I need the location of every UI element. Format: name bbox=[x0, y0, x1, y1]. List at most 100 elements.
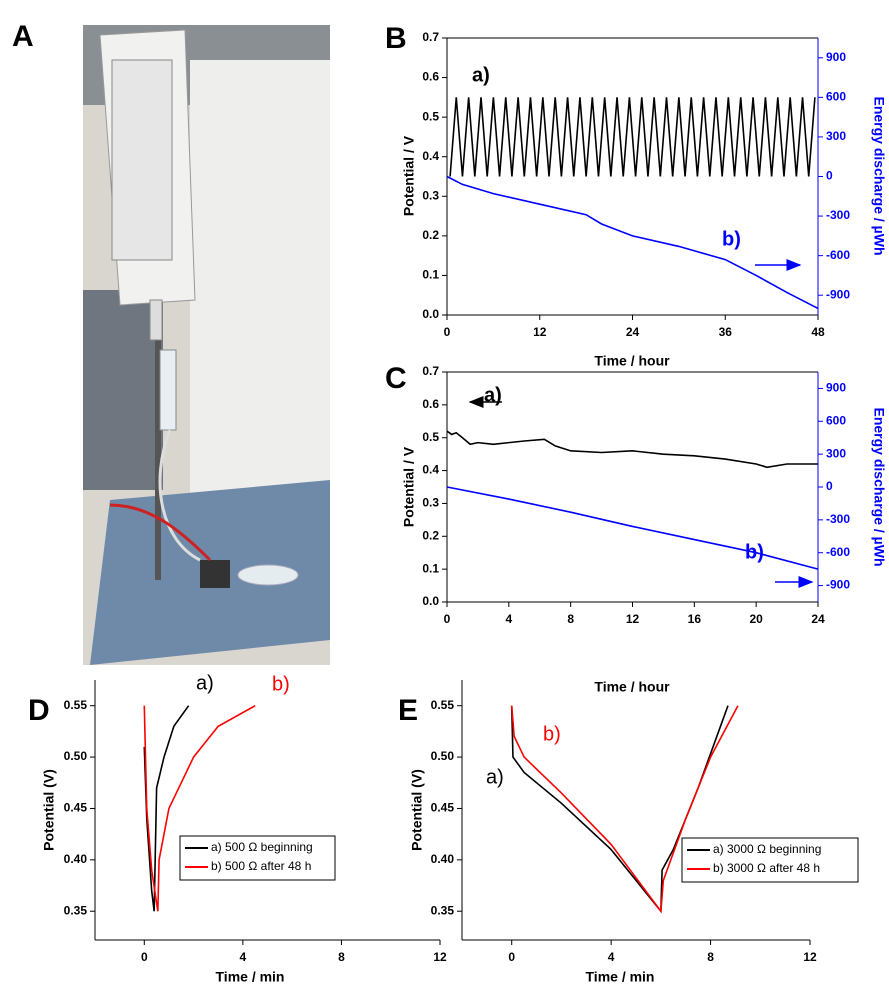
data-line bbox=[449, 97, 816, 177]
y-tick-label: 0.7 bbox=[422, 30, 439, 44]
x-tick-label: 4 bbox=[240, 950, 247, 964]
y-tick-label: 0.35 bbox=[64, 903, 88, 917]
series-label: b) bbox=[722, 228, 741, 250]
x-tick-label: 8 bbox=[567, 612, 574, 626]
y-axis-label: Potential / V bbox=[401, 446, 417, 527]
y-tick-label: 0.5 bbox=[422, 430, 439, 444]
chart-panel: D 0 4 8 12 0.35 0.40 0.45 0.50 0.55 Time / min Pote… bbox=[28, 672, 447, 984]
y-tick-label: 0.0 bbox=[422, 594, 439, 608]
y-tick-label: 0.50 bbox=[431, 749, 455, 763]
legend-label: a) 3000 Ω beginning bbox=[713, 842, 821, 856]
series-label: b) bbox=[272, 673, 290, 695]
y2-tick-label: -300 bbox=[826, 512, 850, 526]
y-axis-label: Potential (V) bbox=[41, 769, 57, 851]
chart-panel: E 0 4 8 12 0.35 0.40 0.45 0.50 0.55 Time / min Pote… bbox=[398, 680, 859, 985]
y-tick-label: 0.3 bbox=[422, 496, 439, 510]
legend-label: b) 500 Ω after 48 h bbox=[211, 859, 311, 873]
y2-tick-label: -900 bbox=[826, 287, 850, 301]
x-axis-label: Time / min bbox=[216, 969, 285, 985]
y2-tick-label: 600 bbox=[826, 413, 846, 427]
x-tick-label: 12 bbox=[626, 612, 640, 626]
data-line bbox=[446, 486, 819, 570]
y2-tick-label: 300 bbox=[826, 446, 846, 460]
legend-box bbox=[681, 837, 859, 883]
data-line bbox=[510, 705, 739, 914]
x-tick-label: 36 bbox=[719, 325, 733, 339]
y2-axis-label: Energy discharge / µWh bbox=[871, 408, 887, 567]
y2-tick-label: 300 bbox=[826, 129, 846, 143]
x-axis-label: Time / min bbox=[586, 969, 655, 985]
series-label: b) bbox=[543, 723, 561, 745]
y-tick-label: 0.1 bbox=[422, 561, 439, 575]
data-line bbox=[143, 704, 256, 912]
x-tick-label: 4 bbox=[505, 612, 512, 626]
panel-letter: A bbox=[12, 20, 34, 53]
y-tick-label: 0.3 bbox=[422, 188, 439, 202]
y-tick-label: 0.45 bbox=[431, 801, 455, 815]
chart-panel: C 0 4 8 12 16 20 24 0.0 0.1 0.2 0.3 0.4 0.5 0.6 0.7 -900… bbox=[385, 362, 887, 695]
x-axis-label: Time / hour bbox=[594, 353, 670, 369]
y2-tick-label: -600 bbox=[826, 545, 850, 559]
y2-tick-label: 0 bbox=[826, 479, 833, 493]
x-tick-label: 0 bbox=[444, 612, 451, 626]
y-tick-label: 0.5 bbox=[422, 109, 439, 123]
x-tick-label: 20 bbox=[749, 612, 763, 626]
y2-tick-label: 600 bbox=[826, 90, 846, 104]
y-tick-label: 0.55 bbox=[64, 698, 88, 712]
data-line bbox=[143, 705, 190, 912]
x-tick-label: 12 bbox=[433, 950, 447, 964]
y-tick-label: 0.4 bbox=[422, 149, 439, 163]
x-tick-label: 16 bbox=[688, 612, 702, 626]
y2-axis-label: Energy discharge / µWh bbox=[871, 97, 887, 256]
y-axis-label: Potential (V) bbox=[409, 769, 425, 851]
x-tick-label: 12 bbox=[803, 950, 817, 964]
x-tick-label: 0 bbox=[508, 950, 515, 964]
series-label: b) bbox=[745, 541, 764, 563]
series-label: a) bbox=[196, 672, 214, 694]
series-label: a) bbox=[486, 766, 504, 788]
chart-panel: B 0 12 24 36 48 0.0 0.1 0.2 0.3 0.4 0.5 0.6 0.7 -900 -6… bbox=[385, 22, 887, 369]
y-tick-label: 0.2 bbox=[422, 528, 439, 542]
x-tick-label: 8 bbox=[338, 950, 345, 964]
y-tick-label: 0.55 bbox=[431, 698, 455, 712]
y2-tick-label: 900 bbox=[826, 50, 846, 64]
y-tick-label: 0.45 bbox=[64, 801, 88, 815]
y-tick-label: 0.40 bbox=[64, 852, 88, 866]
data-line bbox=[446, 430, 818, 469]
panel-letter: E bbox=[398, 694, 418, 727]
x-axis-label: Time / hour bbox=[594, 679, 670, 695]
legend-label: a) 500 Ω beginning bbox=[211, 840, 313, 854]
y-tick-label: 0.6 bbox=[422, 397, 439, 411]
y-tick-label: 0.7 bbox=[422, 364, 439, 378]
x-tick-label: 0 bbox=[444, 325, 451, 339]
y-tick-label: 0.40 bbox=[431, 852, 455, 866]
x-tick-label: 24 bbox=[811, 612, 825, 626]
y-tick-label: 0.2 bbox=[422, 228, 439, 242]
y2-tick-label: 0 bbox=[826, 169, 833, 183]
y2-tick-label: -900 bbox=[826, 578, 850, 592]
series-label: a) bbox=[472, 64, 490, 86]
y-tick-label: 0.50 bbox=[64, 749, 88, 763]
y-tick-label: 0.6 bbox=[422, 70, 439, 84]
legend-box bbox=[179, 835, 336, 881]
y2-tick-label: -300 bbox=[826, 208, 850, 222]
legend-label: b) 3000 Ω after 48 h bbox=[713, 861, 820, 875]
y-tick-label: 0.35 bbox=[431, 903, 455, 917]
x-tick-label: 0 bbox=[141, 950, 148, 964]
y-tick-label: 0.0 bbox=[422, 307, 439, 321]
panel-letter: D bbox=[28, 694, 50, 727]
data-line bbox=[446, 175, 819, 310]
x-tick-label: 8 bbox=[707, 950, 714, 964]
y2-tick-label: 900 bbox=[826, 381, 846, 395]
photo: A bbox=[12, 20, 330, 665]
series-label: a) bbox=[484, 384, 502, 406]
y-tick-label: 0.1 bbox=[422, 268, 439, 282]
y-axis-label: Potential / V bbox=[401, 135, 417, 216]
x-tick-label: 48 bbox=[811, 325, 825, 339]
y2-tick-label: -600 bbox=[826, 248, 850, 262]
panel-letter: B bbox=[385, 22, 407, 55]
x-tick-label: 24 bbox=[626, 325, 640, 339]
x-tick-label: 4 bbox=[608, 950, 615, 964]
x-tick-label: 12 bbox=[533, 325, 547, 339]
panel-letter: C bbox=[385, 362, 407, 395]
